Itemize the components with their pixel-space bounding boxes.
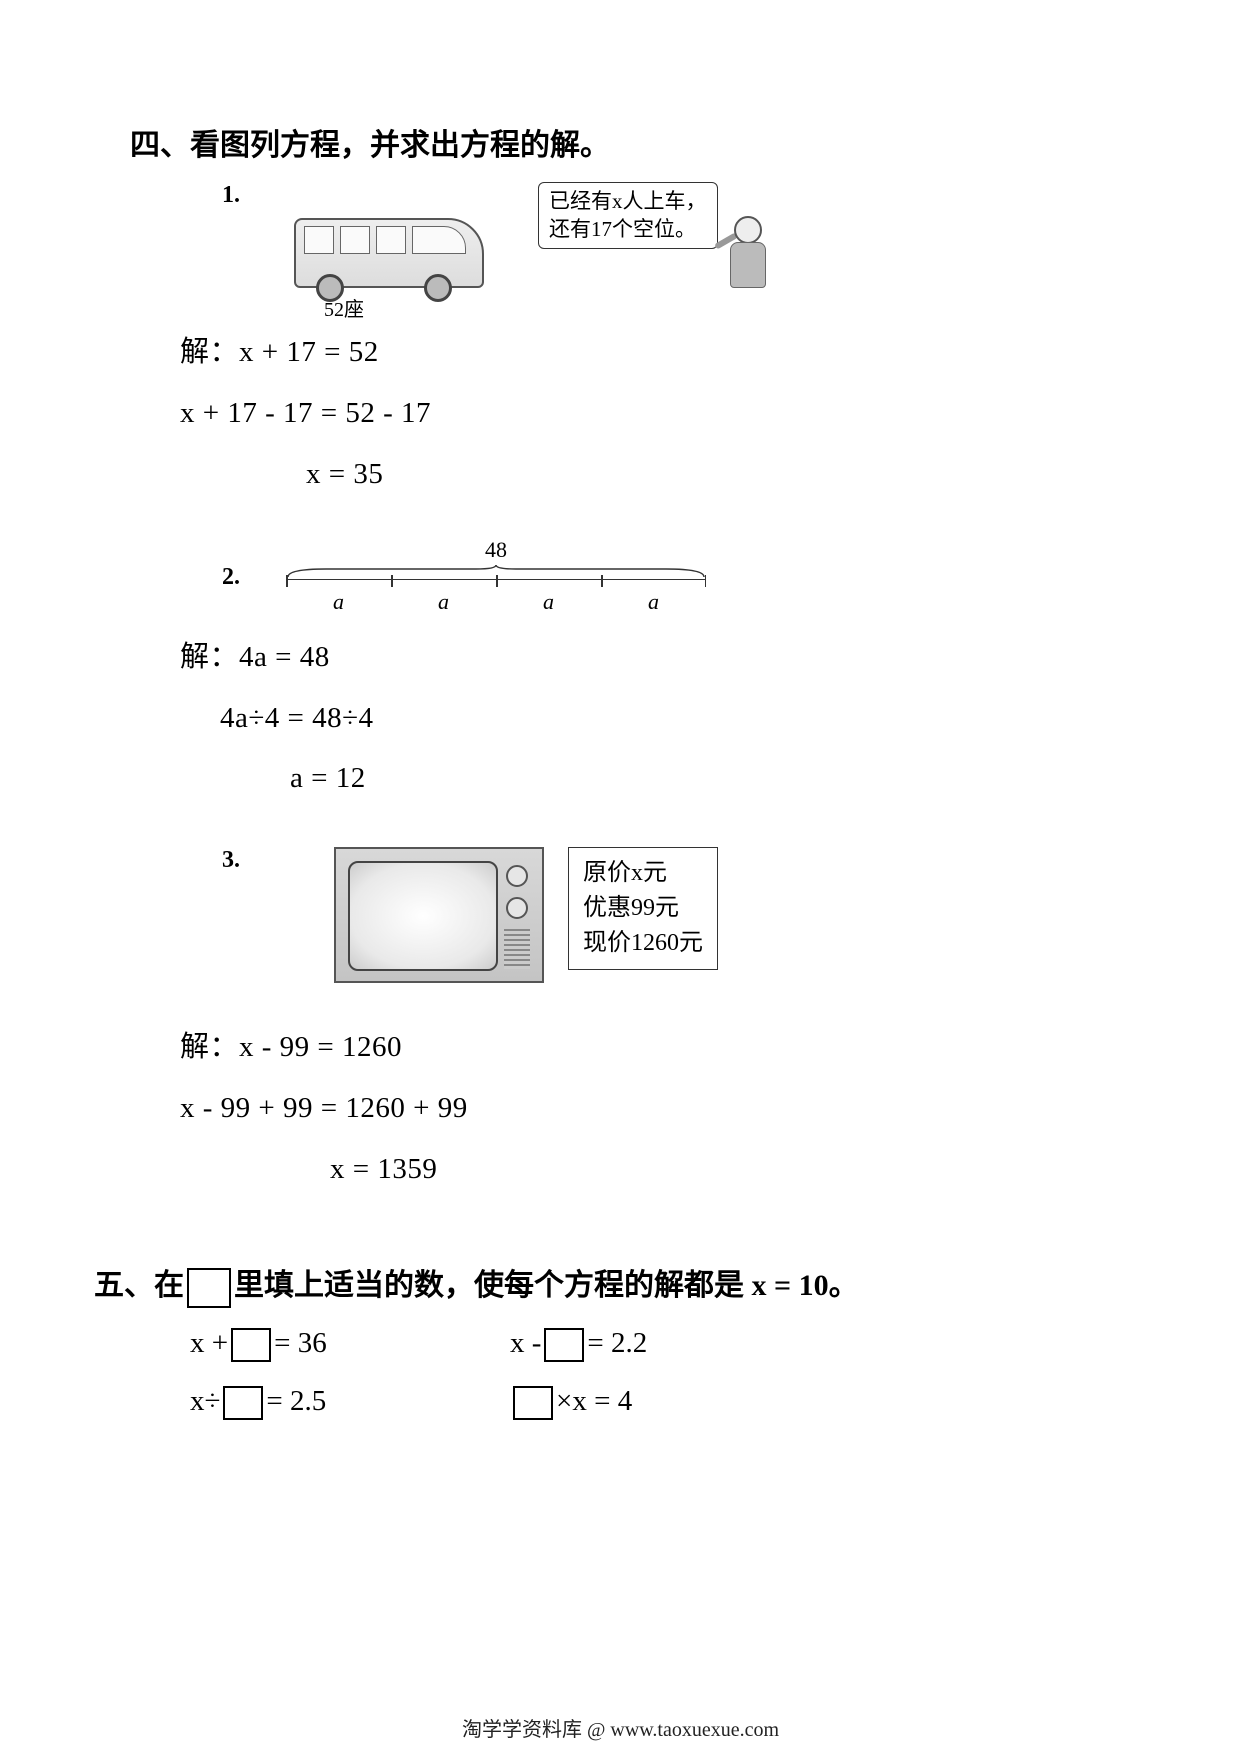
- equation-2: x - = 2.2: [510, 1326, 830, 1360]
- q3-line2: x - 99 + 99 = 1260 + 99: [180, 1078, 1111, 1139]
- eq3-post: = 2.5: [266, 1385, 326, 1418]
- q1-line3: x = 35: [180, 444, 1111, 505]
- q2-number: 2.: [222, 564, 268, 591]
- segment-labels: a a a a: [286, 589, 706, 615]
- sec5-title-pre: 五、在: [94, 1260, 184, 1304]
- q1-line1: x + 17 = 52: [239, 336, 379, 368]
- seg-label-4: a: [601, 589, 706, 615]
- q3-number: 3.: [222, 847, 268, 874]
- problem-3: 3. 原价x元 优惠99元 现价1260元 解：x - 99 = 1260 x …: [130, 847, 1111, 1200]
- q2-solution: 解：4a = 48 4a÷4 = 48÷4 a = 12: [180, 627, 1111, 810]
- q2-line1: 4a = 48: [239, 641, 330, 673]
- price-line-2: 优惠99元: [583, 891, 703, 926]
- seg-label-1: a: [286, 589, 391, 615]
- tv-illustration: [334, 847, 544, 983]
- blank-box-icon[interactable]: [544, 1328, 584, 1362]
- q3-sol-prefix: 解：: [180, 1031, 239, 1063]
- eq1-pre: x +: [190, 1327, 228, 1360]
- q3-line3: x = 1359: [180, 1139, 1111, 1200]
- q1-sol-prefix: 解：: [180, 336, 239, 368]
- bus-illustration: 52座: [288, 182, 498, 322]
- problem-1: 1. 52座 已经有x人上车， 还有17个空位。: [130, 182, 1111, 505]
- blank-box-icon[interactable]: [513, 1386, 553, 1420]
- section-4-title: 四、看图列方程，并求出方程的解。: [130, 120, 1111, 164]
- q2-line3: a = 12: [180, 748, 1111, 809]
- eq1-post: = 36: [274, 1327, 327, 1360]
- seg-label-3: a: [496, 589, 601, 615]
- price-line-3: 现价1260元: [583, 926, 703, 961]
- blank-box-icon: [187, 1268, 231, 1308]
- q2-sol-prefix: 解：: [180, 641, 239, 673]
- section-5-title: 五、在 里填上适当的数，使每个方程的解都是 x = 10。: [94, 1260, 1111, 1304]
- equation-4: ×x = 4: [510, 1384, 830, 1418]
- eq2-post: = 2.2: [587, 1327, 647, 1360]
- equation-grid: x + = 36 x - = 2.2 x÷ = 2.5 ×x = 4: [190, 1326, 1111, 1418]
- person-illustration: [704, 182, 794, 302]
- segment-total-label: 48: [286, 537, 706, 563]
- q2-line2: 4a÷4 = 48÷4: [180, 688, 1111, 749]
- price-line-1: 原价x元: [583, 856, 703, 891]
- q1-line2: x + 17 - 17 = 52 - 17: [180, 383, 1111, 444]
- blank-box-icon[interactable]: [223, 1386, 263, 1420]
- equation-1: x + = 36: [190, 1326, 510, 1360]
- segment-diagram: 48 a a a a: [286, 543, 706, 613]
- q1-number: 1.: [222, 182, 268, 209]
- eq4-post: ×x = 4: [556, 1385, 632, 1418]
- seg-label-2: a: [391, 589, 496, 615]
- bus-seat-label: 52座: [324, 293, 364, 322]
- equation-3: x÷ = 2.5: [190, 1384, 510, 1418]
- eq3-pre: x÷: [190, 1385, 220, 1418]
- speech-line-2: 还有17个空位。: [549, 215, 707, 243]
- speech-line-1: 已经有x人上车，: [549, 187, 707, 215]
- speech-bubble: 已经有x人上车， 还有17个空位。: [538, 182, 718, 249]
- blank-box-icon[interactable]: [231, 1328, 271, 1362]
- sec5-title-post: 里填上适当的数，使每个方程的解都是 x = 10。: [234, 1260, 859, 1304]
- page-footer: 淘学学资料库 @ www.taoxuexue.com: [0, 1713, 1241, 1742]
- q3-line1: x - 99 = 1260: [239, 1031, 402, 1063]
- q1-solution: 解：x + 17 = 52 x + 17 - 17 = 52 - 17 x = …: [180, 322, 1111, 505]
- worksheet-page: 四、看图列方程，并求出方程的解。 1. 52座 已经有x人上车， 还有17个空位…: [0, 0, 1241, 1418]
- price-info-box: 原价x元 优惠99元 现价1260元: [568, 847, 718, 969]
- problem-2: 2. 48 a a a a: [130, 543, 1111, 810]
- eq2-pre: x -: [510, 1327, 541, 1360]
- q3-solution: 解：x - 99 = 1260 x - 99 + 99 = 1260 + 99 …: [180, 1017, 1111, 1200]
